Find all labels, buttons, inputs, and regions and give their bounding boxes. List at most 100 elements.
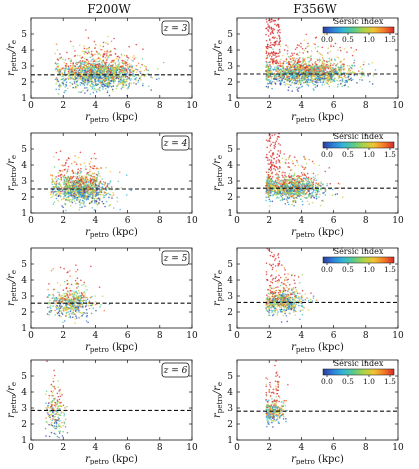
scatter-point — [317, 70, 319, 72]
scatter-point — [328, 80, 330, 82]
scatter-point — [107, 188, 109, 190]
scatter-point — [75, 203, 77, 205]
scatter-point — [293, 70, 295, 72]
scatter-point — [269, 64, 271, 66]
scatter-point — [56, 181, 58, 183]
scatter-point — [87, 187, 89, 189]
scatter-point — [126, 194, 128, 196]
scatter-point — [87, 84, 89, 86]
scatter-point — [62, 75, 64, 77]
scatter-point — [59, 178, 61, 180]
scatter-point — [56, 191, 58, 193]
scatter-point — [77, 168, 79, 170]
scatter-point — [276, 53, 278, 55]
scatter-point — [63, 179, 65, 181]
scatter-point — [266, 47, 268, 49]
scatter-point — [86, 64, 88, 66]
scatter-point — [77, 176, 79, 178]
scatter-point — [297, 63, 299, 65]
scatter-point — [271, 83, 273, 85]
scatter-point — [303, 168, 305, 170]
scatter-point — [85, 168, 87, 170]
scatter-point — [82, 200, 84, 202]
scatter-point — [145, 66, 147, 68]
scatter-point — [75, 83, 77, 85]
scatter-point — [268, 79, 270, 81]
scatter-point — [297, 68, 299, 70]
scatter-point — [116, 58, 118, 60]
scatter-point — [96, 190, 98, 192]
scatter-point — [68, 79, 70, 81]
scatter-point — [91, 73, 93, 75]
scatter-point — [303, 72, 305, 74]
scatter-point — [282, 65, 284, 67]
scatter-point — [289, 179, 291, 181]
scatter-point — [284, 49, 286, 51]
scatter-point — [65, 191, 67, 193]
scatter-point — [73, 194, 75, 196]
scatter-point — [278, 80, 280, 82]
scatter-point — [277, 29, 279, 31]
scatter-point — [74, 68, 76, 70]
scatter-point — [305, 63, 307, 65]
scatter-point — [272, 62, 274, 64]
scatter-point — [52, 181, 54, 183]
scatter-point — [80, 172, 82, 174]
scatter-point — [310, 74, 312, 76]
x-tick-label: 0 — [28, 216, 34, 226]
scatter-point — [78, 192, 80, 194]
scatter-point — [74, 73, 76, 75]
scatter-point — [129, 66, 131, 68]
scatter-point — [329, 183, 331, 185]
scatter-point — [75, 176, 77, 178]
scatter-point — [102, 86, 104, 88]
scatter-point — [276, 140, 278, 142]
x-tick-label: 4 — [93, 216, 99, 226]
scatter-point — [107, 55, 109, 57]
scatter-point — [97, 83, 99, 85]
scatter-point — [122, 82, 124, 84]
scatter-point — [292, 57, 294, 59]
x-tick-label: 8 — [363, 101, 369, 111]
scatter-point — [65, 184, 67, 186]
scatter-point — [79, 207, 81, 209]
scatter-point — [270, 68, 272, 70]
scatter-point — [290, 55, 292, 57]
scatter-point — [347, 80, 349, 82]
scatter-point — [54, 166, 56, 168]
scatter-point — [275, 42, 277, 44]
scatter-point — [158, 78, 160, 80]
scatter-point — [126, 84, 128, 86]
scatter-point — [91, 80, 93, 82]
scatter-point — [133, 55, 135, 57]
scatter-point — [356, 75, 358, 77]
scatter-point — [121, 72, 123, 74]
scatter-point — [100, 194, 102, 196]
scatter-point — [67, 169, 69, 171]
scatter-point — [146, 70, 148, 72]
scatter-point — [281, 69, 283, 71]
scatter-point — [102, 66, 104, 68]
scatter-point — [296, 47, 298, 49]
scatter-point — [76, 181, 78, 183]
scatter-point — [305, 180, 307, 182]
y-axis-title: rpetro/re — [212, 40, 224, 76]
scatter-point — [266, 55, 268, 57]
scatter-point — [84, 190, 86, 192]
scatter-point — [55, 176, 57, 178]
scatter-point — [287, 46, 289, 48]
scatter-point — [356, 49, 358, 51]
scatter-point — [337, 63, 339, 65]
scatter-point — [330, 63, 332, 65]
y-axis-title: rpetro/re — [6, 40, 18, 76]
scatter-point — [293, 72, 295, 74]
scatter-point — [54, 53, 56, 55]
scatter-point — [119, 69, 121, 71]
scatter-point — [103, 84, 105, 86]
scatter-point — [111, 197, 113, 199]
scatter-point — [156, 78, 158, 80]
scatter-point — [281, 79, 283, 81]
scatter-point — [118, 60, 120, 62]
scatter-point — [106, 192, 108, 194]
